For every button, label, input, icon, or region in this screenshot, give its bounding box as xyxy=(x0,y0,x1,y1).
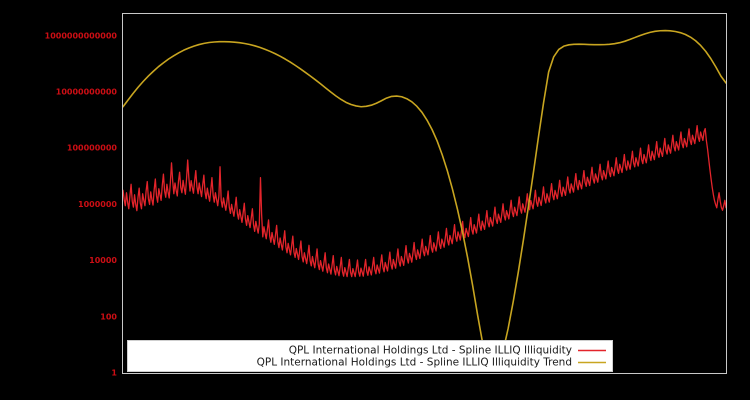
y-axis-tick-label: 100000000 xyxy=(67,144,118,153)
legend-box xyxy=(127,340,613,372)
plot-frame xyxy=(122,13,727,374)
y-axis-tick-label: 1 xyxy=(111,369,117,378)
y-axis-tick-label: 10000 xyxy=(89,256,117,265)
series-line-trend xyxy=(123,29,726,369)
y-axis-tick-label: 1000000000000 xyxy=(45,31,118,40)
y-axis-tick-label: 100 xyxy=(100,312,117,321)
legend-label-trend: QPL International Holdings Ltd - Spline … xyxy=(257,357,572,369)
y-axis-tick-labels: 1000000000000 10000000000 100000000 1000000… xyxy=(45,31,118,377)
y-axis-tick-label: 1000000 xyxy=(78,200,117,209)
series-line-illiq xyxy=(123,125,726,278)
chart-legend: QPL International Holdings Ltd - Spline … xyxy=(127,340,613,372)
legend-label-illiq: QPL International Holdings Ltd - Spline … xyxy=(289,345,572,357)
y-axis-tick-label: 10000000000 xyxy=(56,88,118,97)
